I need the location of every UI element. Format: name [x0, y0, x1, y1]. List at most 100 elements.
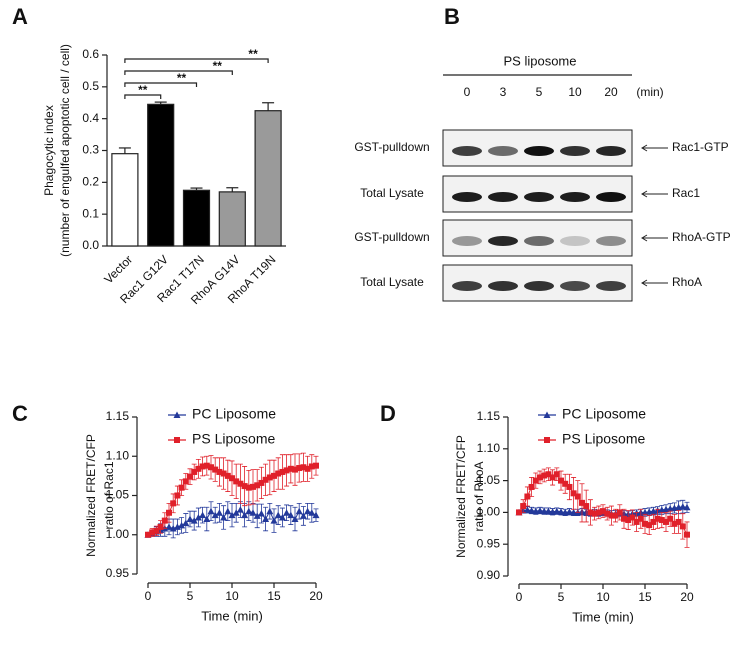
x-tick-label: 0 [145, 589, 152, 603]
data-point [245, 507, 253, 515]
data-point [658, 517, 665, 524]
data-point [287, 511, 295, 519]
blot-band [488, 236, 518, 246]
lane-label: 3 [500, 85, 507, 99]
panel-label: C [12, 401, 28, 426]
blot-band [596, 236, 626, 246]
y-tick-label: 1.05 [477, 473, 501, 487]
data-point [245, 484, 252, 491]
data-point [190, 517, 198, 524]
blot-band [560, 281, 590, 291]
data-point [178, 521, 186, 529]
data-point [149, 529, 156, 536]
data-point [679, 503, 687, 510]
arrow [641, 279, 668, 287]
data-point [583, 503, 590, 510]
data-point [274, 511, 282, 519]
legend-label: PS Liposome [192, 431, 275, 447]
data-point [203, 515, 211, 523]
data-point [523, 506, 531, 513]
series [144, 501, 320, 539]
data-point [203, 462, 210, 469]
data-point [236, 506, 244, 513]
arrow [641, 144, 668, 152]
data-point [241, 511, 249, 519]
data-point [278, 513, 286, 521]
x-tick-label: 10 [225, 589, 239, 603]
data-point [220, 513, 228, 521]
blot-band [452, 236, 482, 246]
blot-band [560, 236, 590, 246]
data-point [553, 507, 561, 515]
data-point [579, 499, 585, 506]
data-point [229, 475, 235, 482]
data-point [300, 464, 307, 471]
row-label: Total Lysate [360, 186, 424, 200]
y-tick-label: 1.00 [477, 505, 501, 519]
blot-band [524, 192, 554, 202]
data-point [520, 503, 527, 510]
data-point [292, 466, 298, 473]
y-tick-label: 1.05 [106, 488, 130, 502]
data-point [684, 531, 690, 538]
data-point [182, 478, 189, 485]
data-point [654, 515, 661, 522]
data-point [215, 509, 223, 516]
data-point [574, 493, 581, 500]
x-axis-label: Time (min) [201, 608, 263, 623]
row-label: GST-pulldown [354, 230, 429, 244]
data-point [313, 462, 319, 469]
legend-label: PC Liposome [562, 406, 646, 422]
data-point [516, 509, 522, 516]
data-point [271, 472, 277, 479]
data-point [241, 483, 248, 490]
y-tick-label: 0.4 [82, 111, 99, 125]
legend-marker [173, 411, 181, 418]
row-target: RhoA-GTP [672, 230, 731, 244]
data-point [528, 483, 535, 490]
data-point [187, 473, 193, 480]
panel-label: A [12, 4, 28, 29]
blot-band [452, 146, 482, 156]
data-point [612, 512, 619, 519]
data-point [537, 474, 543, 481]
data-point [532, 477, 539, 484]
y-tick-label: 1.10 [106, 448, 130, 462]
data-point [174, 492, 181, 499]
data-point [212, 466, 219, 473]
panel-label: D [380, 401, 396, 426]
x-tick-label: 5 [187, 589, 194, 603]
data-point [186, 515, 194, 523]
blot-title: PS liposome [504, 53, 577, 68]
x-tick-label: 0 [516, 590, 523, 604]
y-tick-label: 0.5 [82, 79, 99, 93]
data-point [266, 507, 274, 515]
blot-band [596, 192, 626, 202]
data-point [279, 468, 286, 475]
x-tick-label: 10 [596, 590, 610, 604]
data-point [633, 518, 640, 525]
bar [254, 110, 282, 247]
data-point [157, 523, 164, 530]
y-axis-label: (number of engulfed apoptotic cell / cel… [58, 44, 72, 257]
data-point [258, 479, 265, 486]
data-point [524, 493, 531, 500]
lane-label: 0 [464, 85, 471, 99]
data-point [621, 515, 627, 522]
y-tick-label: 0.3 [82, 143, 99, 157]
bar [147, 103, 175, 247]
data-point [557, 508, 565, 515]
legend-marker [543, 411, 551, 418]
legend-marker [544, 437, 550, 443]
data-point [545, 471, 552, 478]
series [145, 452, 319, 538]
row-target: RhoA [672, 275, 702, 289]
significance-bracket [124, 82, 198, 87]
data-point [675, 518, 682, 525]
blot-band [524, 146, 554, 156]
blot-band [488, 281, 518, 291]
data-point [591, 510, 598, 517]
y-tick-label: 1.15 [477, 409, 501, 423]
significance-label: ** [177, 71, 187, 85]
x-tick-label: 20 [680, 590, 694, 604]
